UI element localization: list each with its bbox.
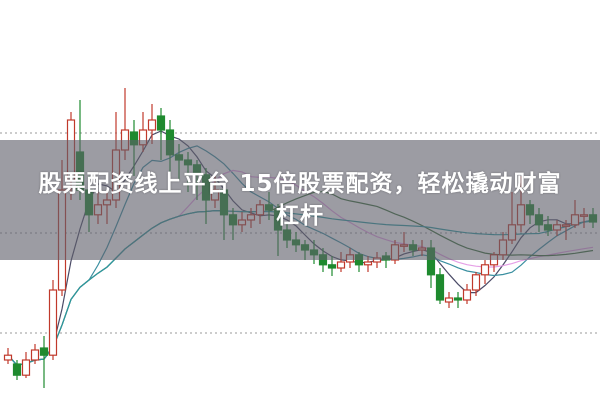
candle-body bbox=[435, 274, 445, 301]
candle-body bbox=[21, 359, 31, 376]
candle-body bbox=[12, 363, 22, 376]
banner-title-line2: 杠杆 bbox=[276, 203, 324, 229]
candle-body bbox=[327, 264, 337, 269]
candle-body bbox=[336, 261, 346, 269]
candle-body bbox=[444, 297, 454, 303]
candle-body bbox=[156, 115, 166, 131]
candle-body bbox=[147, 119, 157, 131]
candle-body bbox=[48, 289, 58, 356]
candle-body bbox=[3, 354, 13, 361]
title-banner: 股票配资线上平台 15倍股票配资，轻松撬动财富 杠杆 bbox=[0, 140, 600, 260]
candle-body bbox=[480, 264, 490, 276]
candle-body bbox=[363, 261, 373, 266]
candle-body bbox=[453, 297, 463, 301]
candle-body bbox=[462, 289, 472, 301]
candle-body bbox=[471, 274, 481, 291]
candle-body bbox=[30, 349, 40, 361]
candle-body bbox=[39, 347, 49, 356]
banner-title-line1: 股票配资线上平台 15倍股票配资，轻松撬动财富 bbox=[38, 171, 562, 197]
